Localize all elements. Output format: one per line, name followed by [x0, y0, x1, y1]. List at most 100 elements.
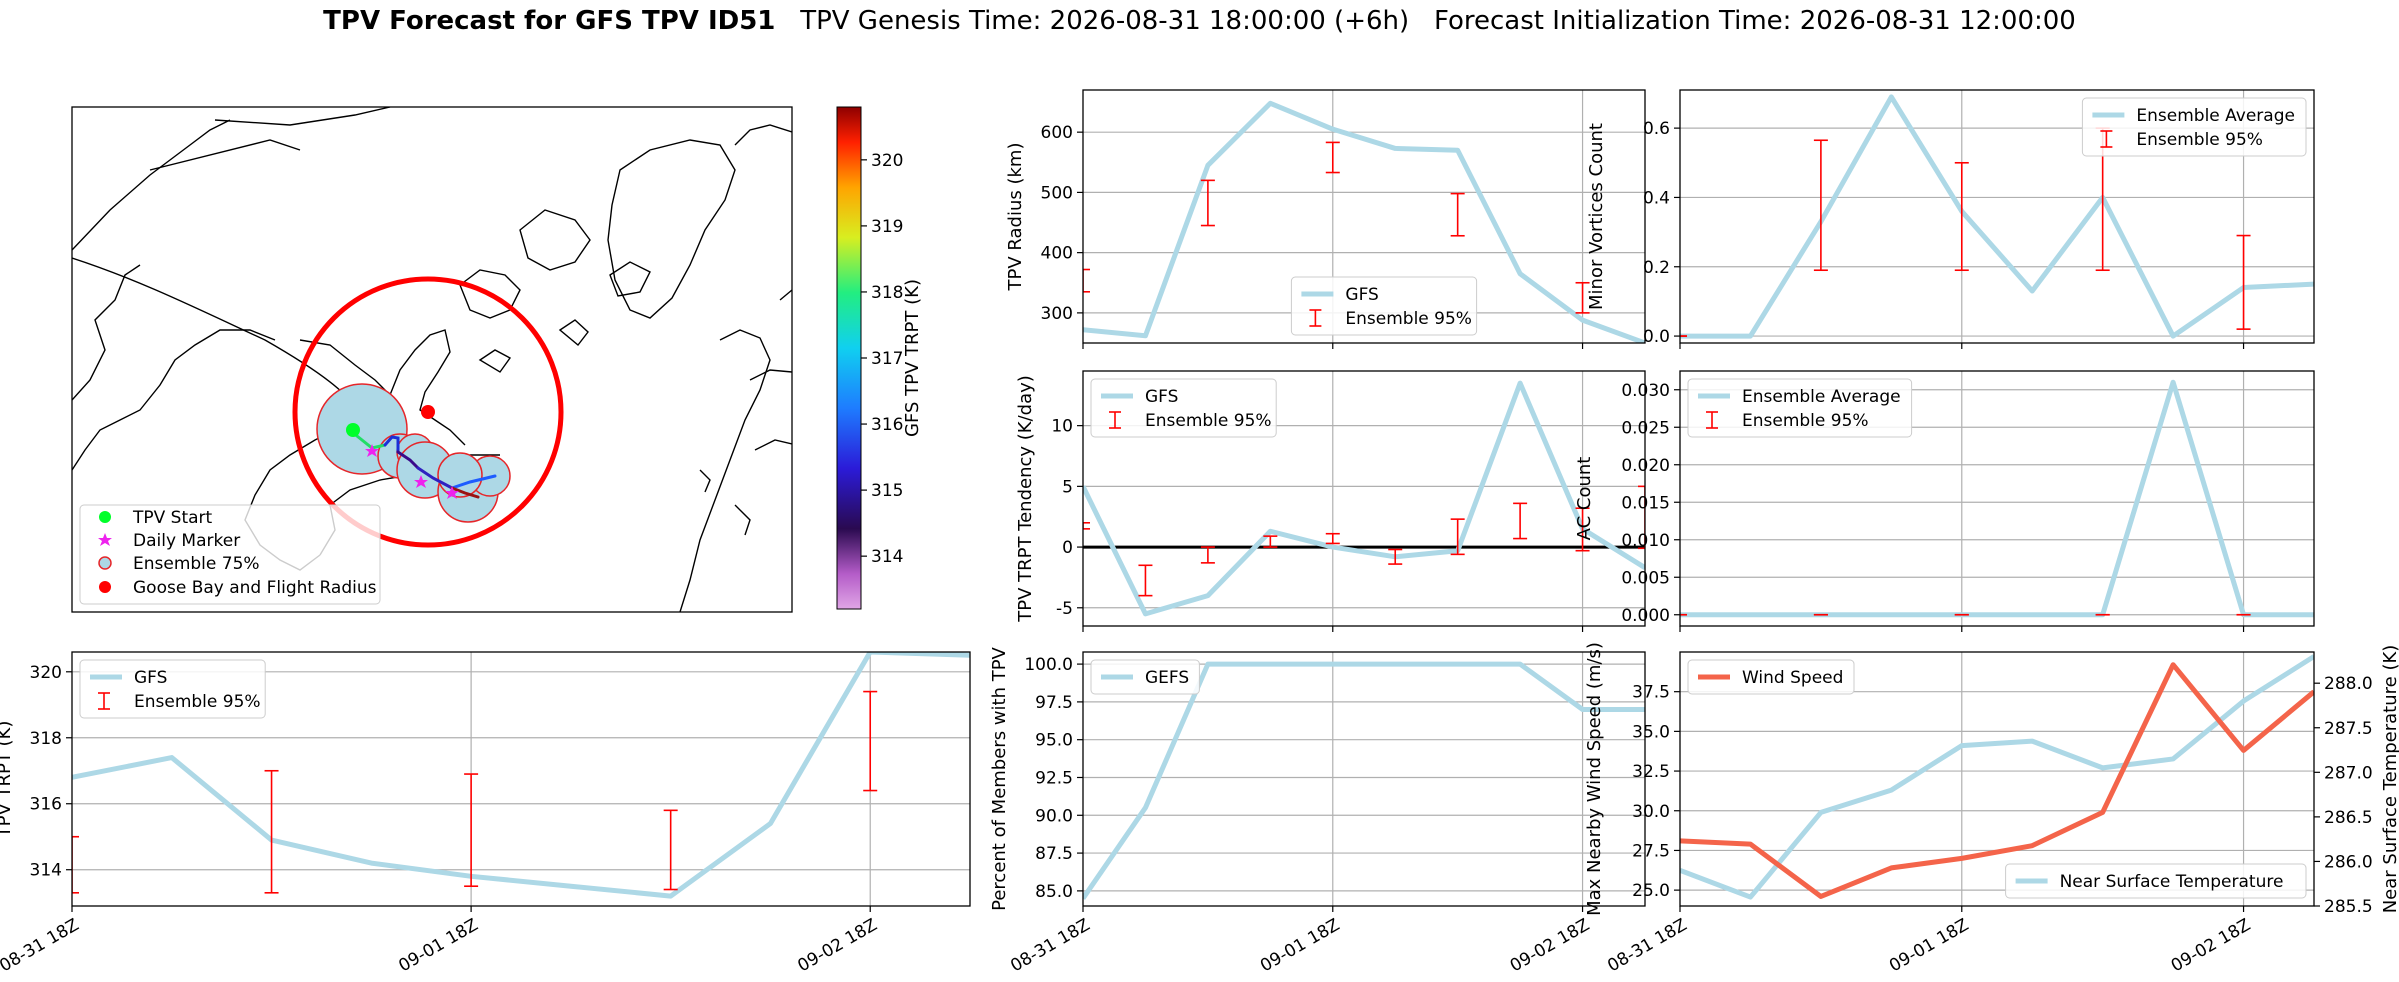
colorbar-tick-label: 316 [871, 415, 903, 435]
y-tick-label: 0 [1062, 538, 1073, 558]
y-tick-label: 92.5 [1035, 768, 1073, 788]
y-tick-label: 0.030 [1621, 381, 1670, 401]
y-tick-label: 0.020 [1621, 456, 1670, 476]
legend-box [1687, 659, 1855, 695]
errorbar [72, 835, 79, 894]
errorbar [1638, 485, 1645, 550]
plot-content [72, 652, 970, 899]
errorbar [1200, 179, 1215, 227]
legend: Ensemble Average Ensemble 95% [1687, 378, 1913, 438]
errorbar [1813, 139, 1828, 272]
chart-minor: 0.0 0.2 0.4 0.6 Minor Vortices Count Ensemble… [1586, 89, 2315, 349]
legend-label: Ensemble 95% [1345, 309, 1472, 329]
errorbar [1325, 532, 1340, 545]
plot-frame [71, 651, 971, 907]
y-tick-label: 400 [1041, 244, 1073, 264]
map-legend: TPV Start Daily Marker Ensemble 75% Goos… [79, 504, 381, 605]
plot-content [1680, 94, 2314, 339]
errorbar [1138, 564, 1153, 597]
legend-box [79, 659, 266, 719]
legend-box [1090, 659, 1200, 695]
errorbar [1513, 502, 1528, 540]
legend-label: GFS [134, 668, 167, 688]
errorbar [863, 690, 878, 792]
legend-box [2005, 863, 2307, 899]
y-tick-label: 5 [1062, 477, 1073, 497]
charts-layer: 300 400 500 600 TPV Radius (km) GFS Ensemble 9… [0, 89, 2399, 976]
errorbar [1083, 268, 1090, 293]
y2-axis-label: Near Surface Temperature (K) [2380, 645, 2399, 914]
colorbar-tick-label: 315 [871, 481, 903, 501]
errorbar [1325, 141, 1340, 174]
plot-frame [1679, 370, 2315, 627]
y-tick-label: 300 [1041, 304, 1073, 324]
legend-secondary: Near Surface Temperature [2005, 863, 2307, 899]
legend-label: Ensemble 95% [2136, 130, 2263, 150]
colorbar-ticks: 314 315 316 317 318 319 320 [861, 151, 903, 567]
y-tick-label: 90.0 [1035, 806, 1073, 826]
ensemble-75-region [316, 383, 511, 523]
series-line-near-surface-temperature [1680, 654, 2314, 900]
legend: Wind Speed [1687, 659, 1855, 695]
legend-label: Ensemble Average [1742, 387, 1901, 407]
tpv-start-marker [346, 423, 360, 437]
errorbar [1263, 535, 1278, 548]
x-tick-label: 09-01 18Z [1886, 915, 1972, 976]
errorbar [1450, 192, 1465, 237]
legend-tpv-start: TPV Start [132, 508, 213, 528]
legend-label: Ensemble 95% [1742, 411, 1869, 431]
colorbar-label: GFS TPV TRPT (K) [902, 279, 923, 437]
colorbar: 314 315 316 317 318 319 320 GFS TPV TRPT (K) [836, 106, 923, 610]
y-tick-label: 97.5 [1035, 693, 1073, 713]
legend-label: Near Surface Temperature [2060, 872, 2284, 892]
legend-label: Ensemble 95% [1145, 411, 1272, 431]
errorbar [1575, 281, 1590, 314]
y-tick-label: 100.0 [1024, 655, 1073, 675]
daily-markers [365, 444, 459, 499]
errorbar [1083, 521, 1090, 530]
chart-wind: 285.5 286.0 286.5 287.0 287.5 288.0 Near Surfa… [1584, 642, 2399, 976]
y-tick-label: 95.0 [1035, 731, 1073, 751]
y-axis-label: TPV Radius (km) [1005, 143, 1026, 292]
x-tick-label: 08-31 18Z [1007, 915, 1093, 976]
legend-goose-bay-icon [99, 581, 111, 593]
plot-frame [1082, 651, 1646, 907]
x-tick-label: 08-31 18Z [1604, 915, 1690, 976]
y-tick-label: 10 [1051, 417, 1073, 437]
y-axis-label: Max Nearby Wind Speed (m/s) [1584, 642, 1605, 916]
colorbar-tick-label: 318 [871, 283, 903, 303]
errorbar [1388, 548, 1403, 565]
y-tick-label: 0.015 [1621, 493, 1670, 513]
legend-tpv-start-icon [99, 511, 111, 523]
errorbar [264, 769, 279, 894]
y-tick-label: 0.2 [1643, 258, 1670, 278]
y-tick-label: 37.5 [1632, 683, 1670, 703]
errorbar [2236, 234, 2251, 330]
y-tick-label: 27.5 [1632, 841, 1670, 861]
errorbar [1200, 546, 1215, 564]
legend-label: GEFS [1145, 668, 1189, 688]
legend: Ensemble Average Ensemble 95% [2081, 97, 2307, 157]
chart-radius: 300 400 500 600 TPV Radius (km) GFS Ensemble 9… [1005, 89, 1646, 349]
daily-marker-star [414, 475, 428, 488]
goose-bay-marker [421, 405, 435, 419]
colorbar-tick-label: 320 [871, 151, 903, 171]
series-line [1680, 94, 2314, 339]
y2-tick-label: 286.0 [2324, 852, 2373, 872]
x-tick-label: 09-02 18Z [794, 915, 880, 976]
y-tick-label: 314 [30, 861, 62, 881]
series-line [1680, 379, 2314, 618]
y2-tick-label: 286.5 [2324, 808, 2373, 828]
legend: GFS Ensemble 95% [1290, 276, 1478, 336]
colorbar-tick-label: 319 [871, 217, 903, 237]
y-tick-label: 600 [1041, 123, 1073, 143]
legend-ensemble-75: Ensemble 75% [133, 554, 260, 574]
x-tick-label: 09-02 18Z [2168, 915, 2254, 976]
y-tick-label: 320 [30, 663, 62, 683]
y-tick-label: 318 [30, 729, 62, 749]
legend-box [2081, 97, 2307, 157]
y2-tick-label: 288.0 [2324, 674, 2373, 694]
x-tick-label: 09-02 18Z [1507, 915, 1593, 976]
legend-label: Ensemble Average [2136, 106, 2295, 126]
